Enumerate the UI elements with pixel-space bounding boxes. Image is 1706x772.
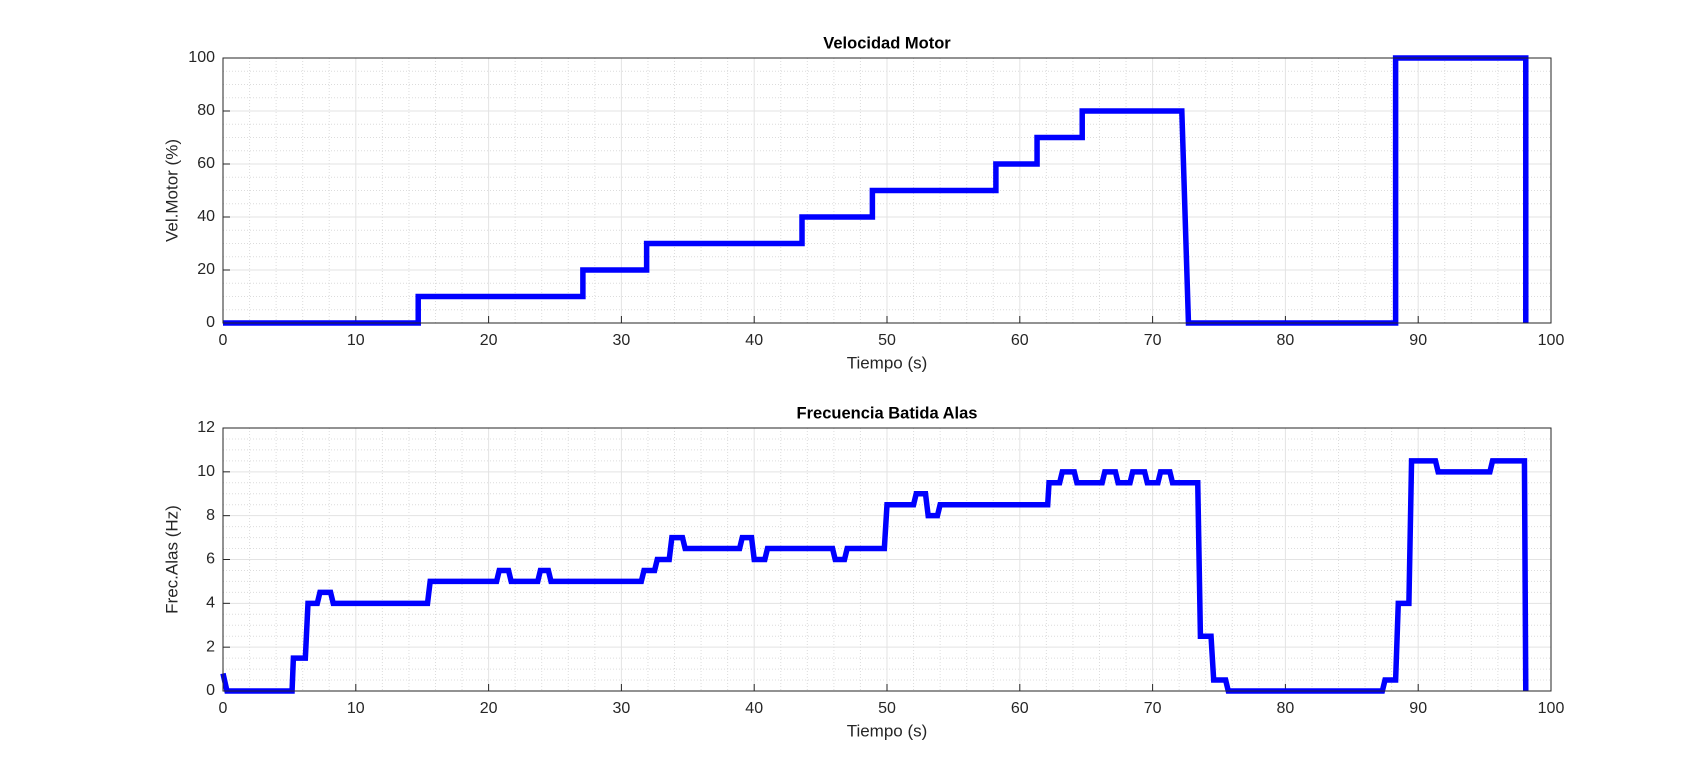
x-tick-label: 100 <box>1538 700 1565 717</box>
y-tick-label: 80 <box>197 102 215 119</box>
x-tick-label: 30 <box>613 700 631 717</box>
y-tick-label: 100 <box>188 49 215 66</box>
x-tick-label: 0 <box>219 332 228 349</box>
y-tick-label: 20 <box>197 261 215 278</box>
chart-title: Frecuencia Batida Alas <box>797 404 978 422</box>
x-tick-label: 80 <box>1277 332 1295 349</box>
x-tick-label: 60 <box>1011 700 1029 717</box>
y-tick-label: 6 <box>206 551 215 568</box>
x-tick-label: 70 <box>1144 700 1162 717</box>
x-tick-label: 20 <box>480 700 498 717</box>
x-tick-label: 100 <box>1538 332 1565 349</box>
x-tick-label: 50 <box>878 700 896 717</box>
x-axis-label: Tiempo (s) <box>847 353 928 372</box>
x-tick-label: 10 <box>347 332 365 349</box>
y-tick-label: 40 <box>197 208 215 225</box>
subplot: 0 10 20 30 40 50 60 70 80 90 100 0 2 4 6 8 10 12 Frecuenci… <box>162 404 1564 740</box>
y-tick-label: 8 <box>206 507 215 524</box>
x-axis-label: Tiempo (s) <box>847 721 928 740</box>
x-tick-label: 50 <box>878 332 896 349</box>
axes-box <box>222 427 1552 692</box>
y-tick-label: 0 <box>206 682 215 699</box>
x-tick-label: 80 <box>1277 700 1295 717</box>
x-tick-label: 30 <box>613 332 631 349</box>
axes-box <box>222 57 1552 324</box>
x-tick-label: 40 <box>745 700 763 717</box>
chart-title: Velocidad Motor <box>823 34 951 52</box>
y-tick-label: 12 <box>197 419 215 436</box>
x-tick-label: 70 <box>1144 332 1162 349</box>
data-line <box>220 458 1529 694</box>
y-tick-label: 10 <box>197 463 215 480</box>
y-axis-label: Frec.Alas (Hz) <box>162 505 181 614</box>
y-tick-label: 60 <box>197 155 215 172</box>
x-tick-label: 10 <box>347 700 365 717</box>
x-tick-label: 20 <box>480 332 498 349</box>
x-tick-label: 90 <box>1409 700 1427 717</box>
x-tick-label: 0 <box>219 700 228 717</box>
y-tick-label: 4 <box>206 595 215 612</box>
y-axis-label: Vel.Motor (%) <box>162 139 181 242</box>
x-tick-label: 60 <box>1011 332 1029 349</box>
y-tick-label: 2 <box>206 638 215 655</box>
x-tick-label: 40 <box>745 332 763 349</box>
subplot: 0 10 20 30 40 50 60 70 80 90 100 0 20 40 60 80 100 Veloci… <box>162 34 1564 372</box>
x-tick-label: 90 <box>1409 332 1427 349</box>
y-tick-label: 0 <box>206 314 215 331</box>
